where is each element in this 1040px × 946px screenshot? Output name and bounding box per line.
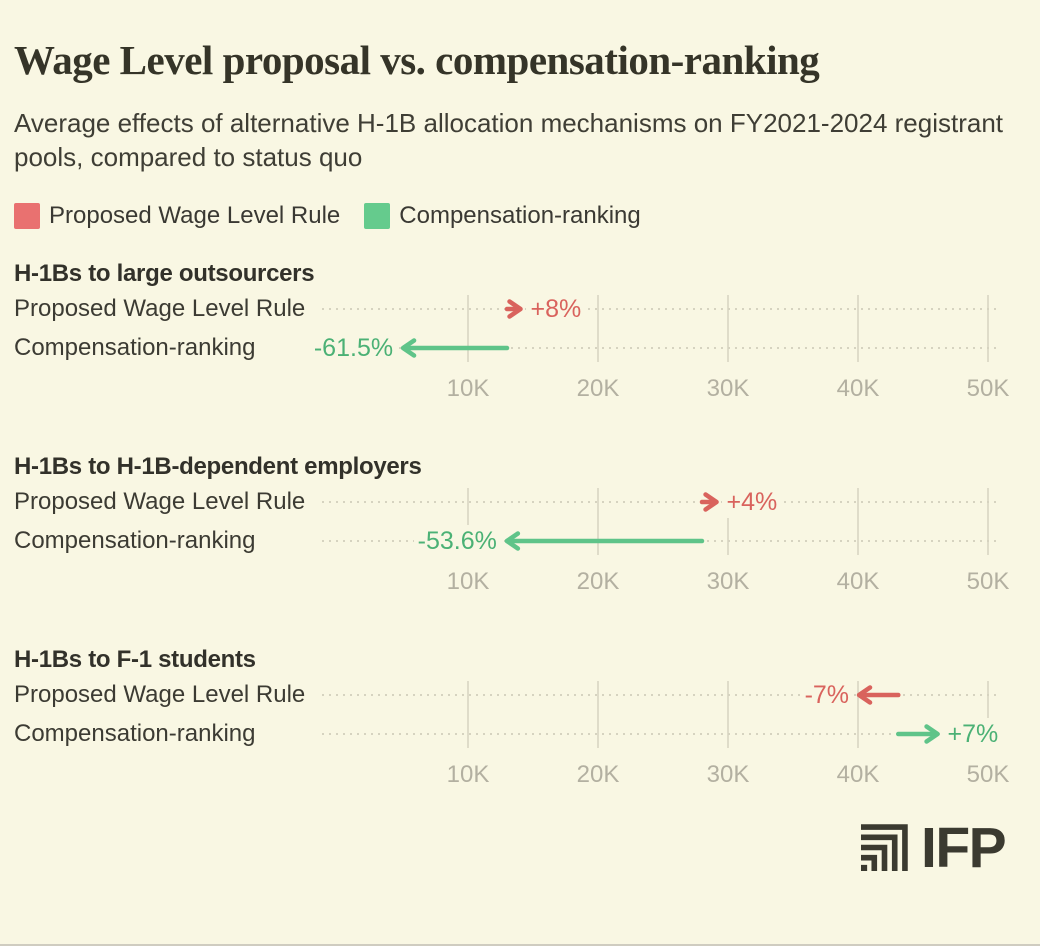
gridline (467, 295, 469, 362)
gridline (597, 681, 599, 748)
axis-tick-label: 40K (836, 375, 880, 402)
group-title: H-1Bs to H-1B-dependent employers (14, 453, 422, 480)
gridline (857, 681, 859, 748)
change-value-label: -61.5% (309, 332, 399, 364)
leader-dotted-line (322, 308, 996, 310)
gridline (857, 295, 859, 362)
series-label: Proposed Wage Level Rule (14, 681, 306, 708)
legend-item-label: Proposed Wage Level Rule (49, 202, 341, 229)
gridline (987, 681, 989, 748)
change-arrow-icon (504, 531, 705, 551)
axis-tick-label: 30K (706, 761, 750, 788)
series-label: Compensation-ranking (14, 720, 256, 747)
ifp-logo-icon (861, 824, 908, 871)
axis-tick-label: 10K (446, 568, 490, 595)
change-arrow-icon (699, 492, 719, 512)
page-subtitle: Average effects of alternative H-1B allo… (14, 108, 1004, 172)
change-arrow-icon (856, 685, 901, 705)
gridline (597, 295, 599, 362)
plot-area: 10K 20K 30K 40K 50K -7% +7% (322, 644, 1009, 837)
gridline (467, 681, 469, 748)
chart-groups: H-1Bs to large outsourcers 10K 20K 30K 40K 50… (0, 258, 1040, 837)
legend-item-label: Compensation-ranking (399, 202, 641, 229)
change-value-label: +8% (525, 293, 586, 325)
series-label: Compensation-ranking (14, 334, 256, 361)
plot-area: 10K 20K 30K 40K 50K +8% -61.5% (309, 258, 1009, 451)
gridline (597, 488, 599, 555)
series-label: Compensation-ranking (14, 527, 256, 554)
change-arrow-icon (896, 724, 940, 744)
gridline (987, 295, 989, 362)
group-title: H-1Bs to large outsourcers (14, 260, 315, 287)
axis-tick-label: 50K (966, 568, 1010, 595)
brand-wordmark: IFP (921, 816, 1007, 880)
chart-group: H-1Bs to large outsourcers 10K 20K 30K 40K 50… (0, 258, 1040, 451)
plot-area: 10K 20K 30K 40K 50K +4% -53.6% (322, 451, 1009, 644)
change-value-label: -7% (800, 679, 855, 711)
legend-swatch-icon (14, 203, 40, 229)
page-title: Wage Level proposal vs. compensation-ran… (14, 37, 820, 83)
chart-group: H-1Bs to H-1B-dependent employers 10K 20K 3… (0, 451, 1040, 644)
chart-group: H-1Bs to F-1 students 10K 20K 30K 40K 50K -7% +… (0, 644, 1040, 837)
change-value-label: -53.6% (413, 525, 502, 557)
axis-tick-label: 20K (576, 375, 620, 402)
gridline (987, 488, 989, 555)
axis-tick-label: 20K (576, 568, 620, 595)
series-label: Proposed Wage Level Rule (14, 295, 306, 322)
change-arrow-icon (400, 338, 510, 358)
gridline (727, 681, 729, 748)
leader-dotted-line (322, 733, 996, 735)
leader-dotted-line (322, 347, 996, 349)
axis-tick-label: 30K (706, 375, 750, 402)
axis-tick-label: 50K (966, 375, 1010, 402)
axis-tick-label: 20K (576, 761, 620, 788)
gridline (727, 488, 729, 555)
leader-dotted-line (322, 501, 996, 503)
gridline (857, 488, 859, 555)
axis-tick-label: 40K (836, 761, 880, 788)
change-value-label: +4% (721, 486, 782, 518)
legend: Proposed Wage Level Rule Compensation-ran… (14, 202, 641, 230)
axis-tick-label: 10K (446, 761, 490, 788)
leader-dotted-line (322, 694, 996, 696)
group-title: H-1Bs to F-1 students (14, 646, 256, 673)
axis-tick-label: 40K (836, 568, 880, 595)
legend-item: Compensation-ranking (364, 202, 641, 230)
change-value-label: +7% (942, 718, 1003, 750)
axis-tick-label: 30K (706, 568, 750, 595)
axis-tick-label: 50K (966, 761, 1010, 788)
brand-footer: IFP (861, 816, 1007, 880)
legend-item: Proposed Wage Level Rule (14, 202, 340, 230)
gridline (467, 488, 469, 555)
legend-swatch-icon (364, 203, 391, 229)
series-label: Proposed Wage Level Rule (14, 488, 306, 515)
axis-tick-label: 10K (446, 375, 490, 402)
change-arrow-icon (504, 299, 523, 319)
gridline (727, 295, 729, 362)
